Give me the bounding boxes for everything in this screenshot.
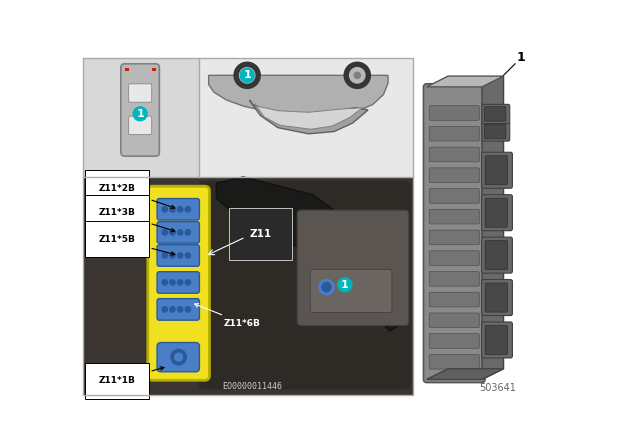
Circle shape xyxy=(354,72,360,78)
FancyBboxPatch shape xyxy=(129,116,152,134)
Polygon shape xyxy=(216,177,405,331)
FancyBboxPatch shape xyxy=(485,241,508,270)
FancyBboxPatch shape xyxy=(83,177,413,395)
Circle shape xyxy=(177,207,183,212)
FancyBboxPatch shape xyxy=(482,104,509,124)
Circle shape xyxy=(177,253,183,258)
FancyBboxPatch shape xyxy=(157,343,200,372)
FancyBboxPatch shape xyxy=(485,156,508,185)
FancyBboxPatch shape xyxy=(484,124,506,139)
Text: 1: 1 xyxy=(136,109,144,119)
FancyBboxPatch shape xyxy=(148,186,209,380)
Text: Z11*1B: Z11*1B xyxy=(99,367,164,385)
Text: 1: 1 xyxy=(516,52,525,65)
FancyBboxPatch shape xyxy=(198,58,413,177)
Text: Z11: Z11 xyxy=(250,229,271,239)
Circle shape xyxy=(177,230,183,235)
FancyBboxPatch shape xyxy=(157,271,200,293)
FancyBboxPatch shape xyxy=(424,84,485,383)
Polygon shape xyxy=(482,76,504,379)
Text: EO0000011446: EO0000011446 xyxy=(223,382,282,391)
FancyBboxPatch shape xyxy=(157,198,200,220)
FancyBboxPatch shape xyxy=(297,210,409,326)
FancyBboxPatch shape xyxy=(125,68,129,72)
Circle shape xyxy=(162,307,168,312)
FancyBboxPatch shape xyxy=(429,313,479,327)
FancyBboxPatch shape xyxy=(482,195,513,231)
Circle shape xyxy=(162,230,168,235)
Circle shape xyxy=(170,307,175,312)
FancyBboxPatch shape xyxy=(485,198,508,227)
Circle shape xyxy=(177,280,183,285)
FancyBboxPatch shape xyxy=(429,209,479,224)
FancyBboxPatch shape xyxy=(429,106,479,121)
Circle shape xyxy=(170,253,175,258)
Circle shape xyxy=(240,69,254,82)
Text: Z11*2B: Z11*2B xyxy=(99,184,175,209)
FancyBboxPatch shape xyxy=(429,147,479,162)
FancyBboxPatch shape xyxy=(485,283,508,312)
Circle shape xyxy=(185,230,191,235)
FancyBboxPatch shape xyxy=(429,251,479,265)
Circle shape xyxy=(170,230,175,235)
Circle shape xyxy=(177,307,183,312)
Polygon shape xyxy=(427,76,504,87)
Text: Z11*5B: Z11*5B xyxy=(99,235,175,255)
FancyBboxPatch shape xyxy=(129,84,152,102)
Circle shape xyxy=(171,349,186,365)
Text: 1: 1 xyxy=(243,70,251,80)
Polygon shape xyxy=(255,104,363,129)
FancyBboxPatch shape xyxy=(429,126,479,141)
Circle shape xyxy=(133,107,147,121)
FancyBboxPatch shape xyxy=(482,122,509,141)
FancyBboxPatch shape xyxy=(429,230,479,245)
Circle shape xyxy=(244,72,250,78)
Circle shape xyxy=(319,280,334,295)
Circle shape xyxy=(170,207,175,212)
Polygon shape xyxy=(209,75,388,116)
Polygon shape xyxy=(250,100,368,134)
FancyBboxPatch shape xyxy=(198,181,411,389)
Circle shape xyxy=(175,353,182,361)
Circle shape xyxy=(349,68,365,83)
Polygon shape xyxy=(427,369,504,379)
FancyBboxPatch shape xyxy=(484,107,506,121)
FancyBboxPatch shape xyxy=(429,189,479,203)
Text: 503641: 503641 xyxy=(479,383,516,392)
Circle shape xyxy=(185,207,191,212)
Circle shape xyxy=(344,62,371,88)
Circle shape xyxy=(170,280,175,285)
FancyBboxPatch shape xyxy=(83,58,198,177)
FancyBboxPatch shape xyxy=(310,269,392,313)
FancyBboxPatch shape xyxy=(157,299,200,320)
Circle shape xyxy=(239,68,255,83)
FancyBboxPatch shape xyxy=(429,168,479,182)
FancyBboxPatch shape xyxy=(429,334,479,349)
Circle shape xyxy=(185,307,191,312)
FancyBboxPatch shape xyxy=(482,152,513,188)
FancyBboxPatch shape xyxy=(482,237,513,273)
FancyBboxPatch shape xyxy=(482,322,513,358)
Circle shape xyxy=(185,253,191,258)
FancyBboxPatch shape xyxy=(121,64,159,156)
Text: 1: 1 xyxy=(341,280,349,290)
FancyBboxPatch shape xyxy=(429,271,479,286)
FancyBboxPatch shape xyxy=(482,280,513,315)
Text: Z11*6B: Z11*6B xyxy=(195,304,261,327)
Text: Z11*3B: Z11*3B xyxy=(99,208,175,232)
FancyBboxPatch shape xyxy=(419,55,572,397)
Circle shape xyxy=(162,207,168,212)
Circle shape xyxy=(162,280,168,285)
Circle shape xyxy=(234,62,260,88)
FancyBboxPatch shape xyxy=(485,325,508,354)
Circle shape xyxy=(338,278,352,292)
FancyBboxPatch shape xyxy=(429,292,479,307)
FancyBboxPatch shape xyxy=(152,68,156,72)
FancyBboxPatch shape xyxy=(157,245,200,266)
Circle shape xyxy=(185,280,191,285)
Circle shape xyxy=(322,282,331,292)
FancyBboxPatch shape xyxy=(157,222,200,243)
FancyBboxPatch shape xyxy=(429,354,479,369)
Circle shape xyxy=(162,253,168,258)
